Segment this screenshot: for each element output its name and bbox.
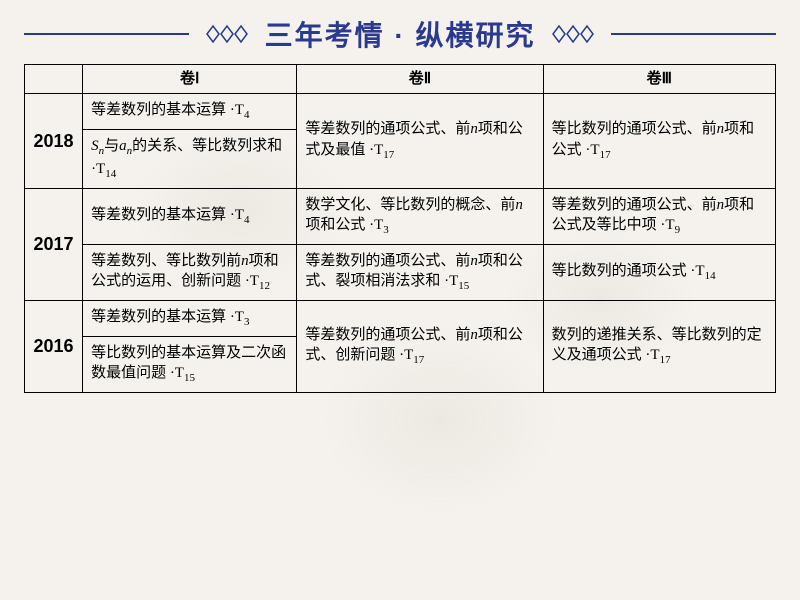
page-title: 三年考情 · 纵横研究	[265, 14, 536, 54]
cell-vol1: 等差数列的基本运算 ·T4	[83, 94, 297, 130]
header-blank	[25, 65, 83, 94]
slide: 三年考情 · 纵横研究 卷Ⅰ 卷Ⅱ 卷Ⅲ 2018等差数列的基本运算	[0, 0, 800, 600]
ornament-left-icon	[199, 23, 255, 45]
cell-vol3: 等差数列的通项公式、前n项和公式及等比中项 ·T9	[543, 188, 775, 244]
year-cell: 2016	[25, 300, 83, 392]
header-vol2: 卷Ⅱ	[297, 65, 543, 94]
cell-vol2: 等差数列的通项公式、前n项和公式及最值 ·T17	[297, 94, 543, 189]
title-row: 三年考情 · 纵横研究	[24, 14, 776, 54]
exam-table: 卷Ⅰ 卷Ⅱ 卷Ⅲ 2018等差数列的基本运算 ·T4等差数列的通项公式、前n项和…	[24, 64, 776, 393]
cell-vol1: 等比数列的基本运算及二次函数最值问题 ·T15	[83, 336, 297, 392]
cell-vol3: 数列的递推关系、等比数列的定义及通项公式 ·T17	[543, 300, 775, 392]
cell-vol2: 等差数列的通项公式、前n项和公式、裂项相消法求和 ·T15	[297, 244, 543, 300]
table-row: 2017等差数列的基本运算 ·T4数学文化、等比数列的概念、前n项和公式 ·T3…	[25, 188, 776, 244]
title-line-right	[611, 33, 776, 35]
year-cell: 2018	[25, 94, 83, 189]
cell-vol2: 等差数列的通项公式、前n项和公式、创新问题 ·T17	[297, 300, 543, 392]
table-body: 2018等差数列的基本运算 ·T4等差数列的通项公式、前n项和公式及最值 ·T1…	[25, 94, 776, 393]
cell-vol1: 等差数列的基本运算 ·T3	[83, 300, 297, 336]
year-cell: 2017	[25, 188, 83, 300]
cell-vol3: 等比数列的通项公式 ·T14	[543, 244, 775, 300]
cell-vol3: 等比数列的通项公式、前n项和公式 ·T17	[543, 94, 775, 189]
table-row: 2016等差数列的基本运算 ·T3等差数列的通项公式、前n项和公式、创新问题 ·…	[25, 300, 776, 336]
table-row: 等差数列、等比数列前n项和公式的运用、创新问题 ·T12等差数列的通项公式、前n…	[25, 244, 776, 300]
cell-vol1: 等差数列的基本运算 ·T4	[83, 188, 297, 244]
cell-vol1: Sn与an的关系、等比数列求和 ·T14	[83, 130, 297, 189]
ornament-right-icon	[545, 23, 601, 45]
header-vol3: 卷Ⅲ	[543, 65, 775, 94]
table-row: 2018等差数列的基本运算 ·T4等差数列的通项公式、前n项和公式及最值 ·T1…	[25, 94, 776, 130]
cell-vol1: 等差数列、等比数列前n项和公式的运用、创新问题 ·T12	[83, 244, 297, 300]
cell-vol2: 数学文化、等比数列的概念、前n项和公式 ·T3	[297, 188, 543, 244]
table-header-row: 卷Ⅰ 卷Ⅱ 卷Ⅲ	[25, 65, 776, 94]
title-line-left	[24, 33, 189, 35]
header-vol1: 卷Ⅰ	[83, 65, 297, 94]
